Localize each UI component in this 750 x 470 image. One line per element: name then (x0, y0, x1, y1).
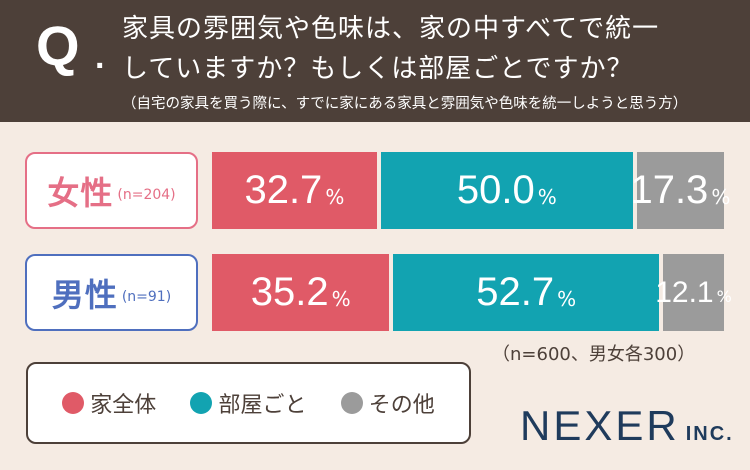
bar-value-label: 32.7 (244, 168, 323, 212)
sample-size-note: （n=600、男女各300） (492, 344, 696, 365)
legend-swatch (62, 392, 85, 414)
bar-segment-male-per-room: 52.7% (393, 254, 659, 331)
legend-label: その他 (368, 393, 435, 418)
legend-item-per-room: 部屋ごと (190, 387, 307, 419)
bar-value-unit: % (325, 184, 345, 209)
question-header: Q . 家具の雰囲気や色味は、家の中すべてで統一 していますか？もしくは部屋ごと… (0, 0, 750, 122)
question-q-dot: . (95, 38, 105, 76)
row-label-sample-size: (n=91) (121, 288, 172, 305)
bar-value-unit: % (716, 287, 732, 306)
legend-item-whole-house: 家全体 (62, 387, 156, 419)
legend-swatch (340, 392, 363, 414)
bar-value-unit: % (537, 184, 557, 209)
row-label-female: 女性 (n=204) (25, 152, 198, 229)
legend-label: 家全体 (90, 393, 157, 418)
bar-segment-female-per-room: 50.0% (380, 152, 633, 229)
bar-segment-male-other: 12.1% (655, 254, 732, 331)
nexer-logo: NEXER INC. (520, 402, 734, 450)
legend-swatch (190, 392, 213, 414)
bar-value-label: 50.0 (456, 168, 535, 212)
brand-name: NEXER (520, 402, 680, 449)
question-q-mark: Q (36, 14, 80, 77)
legend-label: 部屋ごと (218, 393, 307, 418)
legend-item-other: その他 (340, 387, 435, 419)
brand-suffix: INC. (685, 423, 734, 445)
bar-value-label: 12.1 (655, 275, 714, 309)
bar-segment-female-whole-house: 32.7% (212, 152, 377, 229)
bar-segment-female-other: 17.3% (630, 152, 730, 229)
bar-segment-male-whole-house: 35.2% (212, 254, 390, 331)
bar-value-label: 17.3 (630, 168, 709, 212)
question-line-1: 家具の雰囲気や色味は、家の中すべてで統一 (122, 14, 660, 44)
row-label-text: 女性 (47, 173, 114, 212)
chart-legend: 家全体 部屋ごと その他 (26, 362, 471, 444)
bar-value-unit: % (557, 286, 577, 311)
question-line-2: していますか？もしくは部屋ごとですか？ (122, 54, 634, 84)
bar-value-unit: % (331, 286, 351, 311)
bar-value-label: 35.2 (250, 270, 329, 314)
question-note: （自宅の家具を買う際に、すでに家にある家具と雰囲気や色味を統一しようと思う方） (122, 96, 688, 112)
row-label-male: 男性 (n=91) (25, 254, 198, 331)
bar-value-unit: % (711, 184, 731, 209)
bar-value-label: 52.7 (476, 270, 555, 314)
row-label-text: 男性 (51, 275, 118, 314)
row-label-sample-size: (n=204) (117, 186, 176, 203)
